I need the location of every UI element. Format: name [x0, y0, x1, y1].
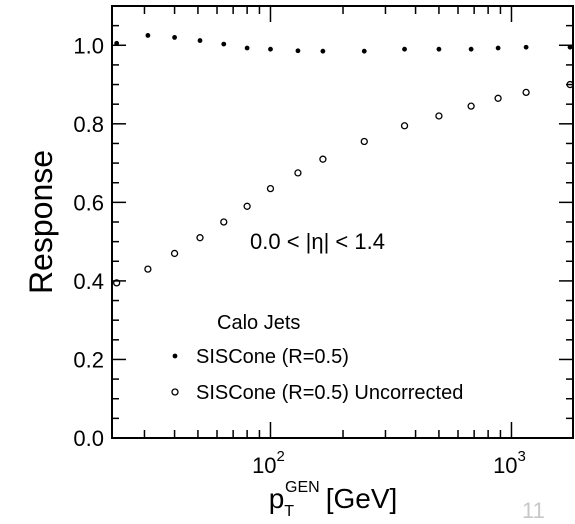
data-point-corrected [295, 48, 301, 54]
y-tick-label: 0.0 [73, 426, 104, 451]
plot-frame [111, 5, 574, 439]
x-axis-label-sub: T [284, 503, 294, 517]
legend-label-corrected: SISCone (R=0.5) [196, 346, 349, 368]
x-tick-label: 102 [252, 448, 285, 478]
x-axis-label-base: p [269, 483, 285, 514]
x-tick-label-base: 10 [493, 453, 517, 478]
data-point-corrected [197, 38, 203, 43]
data-point-corrected [114, 40, 120, 46]
x-tick-labels: 102 103 [252, 448, 526, 478]
data-point-uncorrected [566, 80, 574, 89]
data-point-corrected [172, 35, 177, 40]
data-point-corrected [361, 48, 367, 54]
y-tick-label: 0.6 [73, 190, 104, 215]
data-point-uncorrected [170, 249, 179, 258]
data-point-uncorrected [360, 137, 368, 146]
axis-ticks [112, 5, 573, 439]
data-point-corrected [320, 48, 326, 54]
data-point-uncorrected [220, 218, 228, 226]
data-point-uncorrected [435, 112, 443, 120]
data-point-uncorrected [467, 102, 475, 110]
eta-range-annotation: 0.0 < |η| < 1.4 [250, 229, 385, 254]
x-axis-label-sup: GEN [285, 479, 320, 496]
x-tick-label-exponent: 2 [277, 448, 285, 465]
data-point-corrected [268, 46, 273, 52]
y-tick-label: 0.4 [73, 269, 104, 294]
data-point-corrected [244, 45, 250, 51]
data-point-uncorrected [196, 234, 204, 242]
data-point-uncorrected [522, 88, 530, 97]
data-point-uncorrected [494, 94, 502, 102]
x-tick-label-base: 10 [252, 453, 276, 478]
y-tick-label: 0.2 [73, 347, 104, 372]
legend-marker-corrected [172, 353, 178, 359]
data-point-corrected [468, 46, 474, 52]
x-axis-label: pT GEN [GeV] [269, 479, 398, 517]
data-point-corrected [436, 46, 442, 52]
y-tick-label: 1.0 [73, 33, 104, 58]
data-point-uncorrected [113, 279, 121, 287]
data-point-uncorrected [243, 202, 251, 210]
legend: Calo Jets SISCone (R=0.5) SISCone (R=0.5… [171, 312, 463, 404]
page-number: 11 [522, 498, 545, 523]
data-point-uncorrected [319, 155, 327, 163]
series-siscone-uncorrected [113, 80, 574, 287]
data-point-uncorrected [400, 122, 409, 130]
data-point-corrected [495, 45, 501, 51]
y-tick-label: 0.8 [73, 112, 104, 137]
x-tick-label: 103 [493, 448, 526, 478]
y-tick-labels: 0.0 0.2 0.4 0.6 0.8 1.0 [73, 33, 104, 451]
x-tick-label-exponent: 3 [518, 448, 526, 465]
data-point-corrected [221, 41, 227, 47]
data-point-corrected [402, 46, 407, 52]
y-axis-label: Response [23, 150, 59, 294]
data-point-corrected [145, 33, 151, 38]
data-point-corrected [567, 44, 573, 50]
legend-marker-uncorrected [171, 388, 179, 396]
x-axis-label-unit: [GeV] [326, 483, 398, 514]
legend-title: Calo Jets [217, 312, 300, 334]
data-point-corrected [523, 44, 529, 50]
data-point-uncorrected [294, 169, 302, 177]
legend-label-uncorrected: SISCone (R=0.5) Uncorrected [196, 382, 463, 404]
data-point-uncorrected [266, 184, 275, 193]
data-point-uncorrected [144, 265, 152, 273]
series-siscone-corrected [114, 33, 573, 54]
